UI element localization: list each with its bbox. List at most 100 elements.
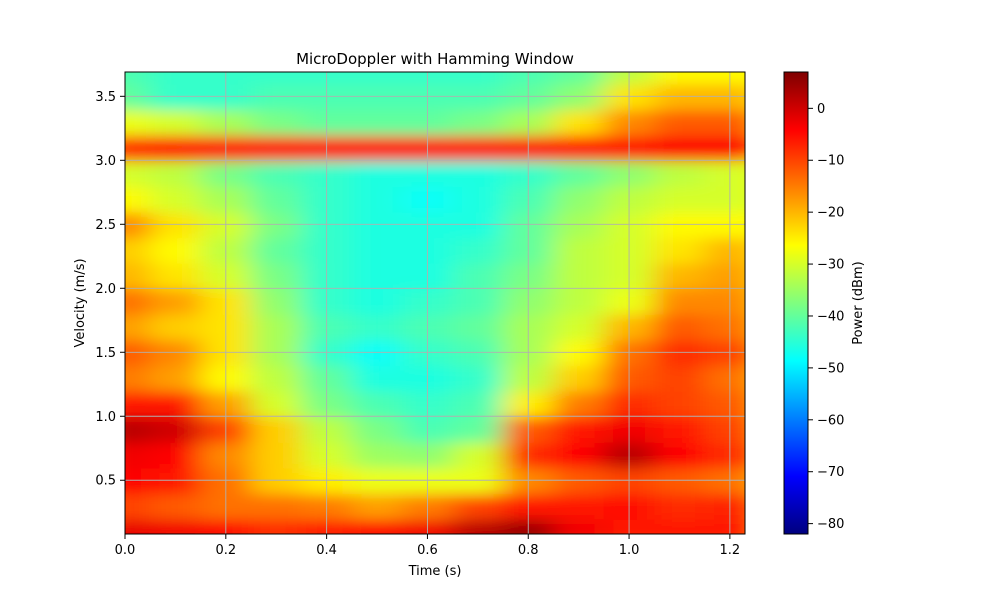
heatmap-cell: [201, 58, 252, 85]
heatmap-cell: [201, 186, 252, 213]
heatmap-cell: [604, 58, 655, 85]
heatmap-cell: [705, 314, 756, 341]
x-axis: 0.0 0.2 0.4 0.6 0.8 1.0 1.2: [115, 534, 741, 558]
heatmap-cell: [352, 314, 403, 341]
heatmap-cell: [453, 237, 504, 264]
heatmap-cell: [150, 237, 201, 264]
heatmap-cell: [201, 467, 252, 494]
heatmap-cell: [150, 391, 201, 418]
heatmap-cell: [503, 365, 554, 392]
heatmap-cell: [553, 135, 604, 162]
heatmap-cell: [604, 288, 655, 315]
heatmap-cell: [453, 416, 504, 443]
heatmap-cell: [453, 263, 504, 290]
heatmap-cell: [654, 442, 705, 469]
colorbar-tick-label: −30: [817, 258, 844, 273]
heatmap-cells: [100, 58, 756, 545]
heatmap-cell: [705, 109, 756, 136]
heatmap-cell: [251, 135, 302, 162]
x-tick-label: 0.8: [518, 543, 539, 558]
heatmap-cell: [352, 237, 403, 264]
heatmap-cell: [352, 519, 403, 546]
heatmap-cell: [150, 442, 201, 469]
heatmap-area: [100, 58, 756, 545]
heatmap-cell: [150, 84, 201, 111]
heatmap-cell: [654, 519, 705, 546]
heatmap-cell: [251, 391, 302, 418]
heatmap-cell: [201, 84, 252, 111]
heatmap-cell: [604, 135, 655, 162]
y-tick-label: 0.5: [95, 474, 116, 489]
colorbar-gradient: [784, 72, 808, 534]
heatmap-cell: [201, 416, 252, 443]
heatmap-cell: [654, 467, 705, 494]
heatmap-cell: [301, 135, 352, 162]
heatmap-cell: [201, 314, 252, 341]
heatmap-cell: [150, 519, 201, 546]
heatmap-cell: [503, 519, 554, 546]
heatmap-cell: [150, 288, 201, 315]
heatmap-cell: [251, 109, 302, 136]
heatmap-cell: [604, 109, 655, 136]
heatmap-cell: [604, 160, 655, 187]
y-axis-label: Velocity (m/s): [73, 258, 88, 347]
heatmap-cell: [654, 84, 705, 111]
heatmap-cell: [553, 519, 604, 546]
heatmap-cell: [251, 84, 302, 111]
colorbar-tick-label: −40: [817, 309, 844, 324]
heatmap-cell: [301, 84, 352, 111]
heatmap-cell: [453, 467, 504, 494]
heatmap-cell: [402, 263, 453, 290]
y-tick-label: 2.0: [95, 282, 116, 297]
heatmap-cell: [402, 84, 453, 111]
heatmap-cell: [150, 186, 201, 213]
heatmap-cell: [251, 211, 302, 238]
heatmap-cell: [402, 416, 453, 443]
heatmap-cell: [201, 109, 252, 136]
heatmap-cell: [503, 186, 554, 213]
heatmap-cell: [201, 391, 252, 418]
heatmap-cell: [201, 288, 252, 315]
heatmap-cell: [301, 416, 352, 443]
heatmap-cell: [402, 493, 453, 520]
heatmap-cell: [604, 519, 655, 546]
heatmap-cell: [352, 84, 403, 111]
heatmap-cell: [251, 365, 302, 392]
heatmap-cell: [553, 186, 604, 213]
colorbar-tick-label: −80: [817, 517, 844, 532]
heatmap-cell: [201, 135, 252, 162]
heatmap-cell: [453, 135, 504, 162]
heatmap-cell: [654, 211, 705, 238]
heatmap-cell: [553, 263, 604, 290]
heatmap-cell: [301, 365, 352, 392]
heatmap-cell: [352, 160, 403, 187]
x-tick-label: 0.0: [115, 543, 136, 558]
heatmap-cell: [402, 237, 453, 264]
heatmap-cell: [705, 442, 756, 469]
heatmap-cell: [503, 135, 554, 162]
heatmap-cell: [352, 211, 403, 238]
heatmap-cell: [604, 314, 655, 341]
heatmap-cell: [402, 186, 453, 213]
heatmap-cell: [301, 263, 352, 290]
x-tick-label: 0.6: [417, 543, 438, 558]
heatmap-cell: [453, 391, 504, 418]
heatmap-cell: [503, 314, 554, 341]
heatmap-cell: [604, 263, 655, 290]
heatmap-cell: [201, 442, 252, 469]
heatmap-cell: [352, 339, 403, 366]
x-tick-label: 0.2: [215, 543, 236, 558]
heatmap-cell: [453, 288, 504, 315]
heatmap-cell: [402, 314, 453, 341]
heatmap-cell: [503, 339, 554, 366]
heatmap-cell: [352, 186, 403, 213]
heatmap-cell: [705, 237, 756, 264]
heatmap-cell: [553, 109, 604, 136]
heatmap-cell: [301, 467, 352, 494]
heatmap-cell: [301, 339, 352, 366]
heatmap-cell: [654, 339, 705, 366]
heatmap-cell: [251, 160, 302, 187]
heatmap-cell: [604, 84, 655, 111]
heatmap-cell: [453, 160, 504, 187]
heatmap-cell: [553, 160, 604, 187]
